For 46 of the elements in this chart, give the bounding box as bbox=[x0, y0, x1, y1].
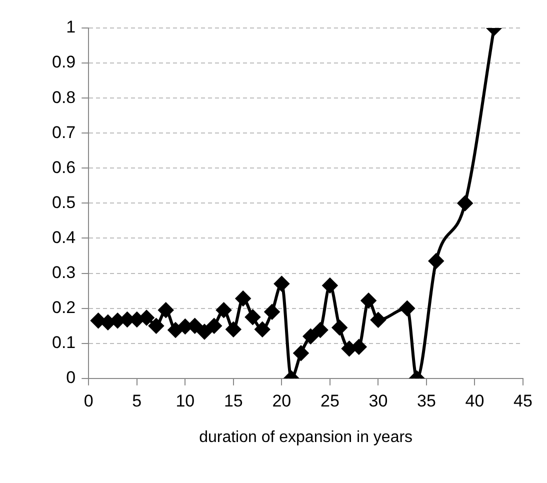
point bbox=[206, 318, 222, 334]
point bbox=[361, 293, 376, 308]
y-tick-label: 0.1 bbox=[52, 333, 76, 352]
point bbox=[264, 304, 280, 320]
point bbox=[428, 254, 444, 269]
point bbox=[168, 322, 184, 338]
point bbox=[458, 196, 473, 211]
x-tick-label: 20 bbox=[272, 391, 292, 410]
x-tick-label: 5 bbox=[132, 391, 142, 410]
point bbox=[226, 322, 241, 337]
x-tick-label: 40 bbox=[465, 391, 484, 410]
x-tick-label: 25 bbox=[320, 391, 340, 410]
y-tick-label: 0.2 bbox=[52, 298, 76, 318]
point bbox=[303, 328, 318, 344]
y-tick-label: 1 bbox=[66, 18, 76, 37]
point bbox=[148, 318, 164, 334]
x-tick-label: 45 bbox=[514, 391, 532, 410]
point bbox=[139, 310, 154, 326]
point bbox=[245, 310, 260, 325]
x-tick-label: 35 bbox=[417, 391, 436, 410]
point bbox=[293, 346, 308, 361]
x-tick-label: 30 bbox=[368, 391, 388, 410]
point bbox=[196, 324, 212, 340]
point bbox=[351, 339, 366, 354]
x-tick-label: 10 bbox=[176, 391, 195, 410]
point bbox=[332, 320, 348, 336]
point bbox=[322, 278, 338, 294]
y-tick-label: 0.6 bbox=[52, 158, 76, 177]
point bbox=[158, 302, 174, 318]
point bbox=[216, 302, 232, 318]
y-tick-label: 0 bbox=[66, 368, 76, 388]
y-tick-label: 0.9 bbox=[52, 52, 76, 72]
point bbox=[274, 276, 290, 292]
point bbox=[254, 322, 270, 337]
point bbox=[312, 322, 328, 338]
x-tick-label: 15 bbox=[224, 391, 243, 410]
y-tick-label: 0.4 bbox=[52, 228, 76, 247]
y-tick-label: 0.7 bbox=[52, 122, 76, 142]
point bbox=[370, 312, 386, 328]
point bbox=[400, 300, 415, 316]
y-tick-label: 0.5 bbox=[52, 192, 76, 212]
point bbox=[236, 291, 251, 306]
y-tick-label: 0.8 bbox=[52, 88, 76, 107]
x-tick-label: 0 bbox=[84, 391, 94, 410]
x-axis-title: duration of expansion in years bbox=[199, 428, 413, 446]
y-tick-label: 0.3 bbox=[52, 262, 76, 282]
